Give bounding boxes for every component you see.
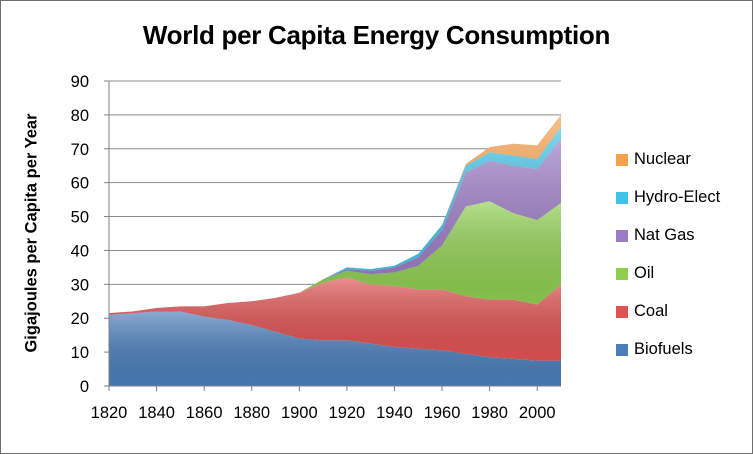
y-tick-label: 70 <box>71 141 89 159</box>
x-tick-label: 1860 <box>186 404 223 422</box>
legend-label-coal: Coal <box>634 302 668 320</box>
y-tick-label: 30 <box>71 276 89 294</box>
legend-swatch-biofuels <box>616 344 628 356</box>
legend-label-oil: Oil <box>634 264 655 282</box>
legend-swatch-oil <box>616 268 628 280</box>
y-tick-label: 60 <box>71 175 89 193</box>
x-tick-label: 1900 <box>281 404 318 422</box>
y-tick-label: 0 <box>80 378 89 396</box>
area-shading-biofuels <box>109 311 561 386</box>
legend-label-nuclear: Nuclear <box>634 150 691 168</box>
legend-label-hydro-elect: Hydro-Elect <box>634 188 721 206</box>
y-tick-label: 90 <box>71 73 89 91</box>
area-shading-oil <box>109 201 561 314</box>
area-shading-coal <box>109 277 561 361</box>
x-tick-label: 1920 <box>329 404 366 422</box>
legend-swatch-nuclear <box>616 154 628 166</box>
x-tick-label: 1980 <box>471 404 508 422</box>
x-tick-label: 1880 <box>233 404 270 422</box>
y-tick-label: 80 <box>71 107 89 125</box>
x-tick-label: 1960 <box>424 404 461 422</box>
y-tick-label: 40 <box>71 242 89 260</box>
y-tick-label: 20 <box>71 310 89 328</box>
legend-label-biofuels: Biofuels <box>634 340 693 358</box>
x-tick-label: 1840 <box>138 404 175 422</box>
chart-title: World per Capita Energy Consumption <box>142 20 611 50</box>
x-tick-label: 1820 <box>91 404 128 422</box>
y-tick-label: 50 <box>71 209 89 227</box>
legend-swatch-nat-gas <box>616 230 628 242</box>
x-tick-label: 2000 <box>519 404 556 422</box>
x-tick-label: 1940 <box>376 404 413 422</box>
y-tick-label: 10 <box>71 344 89 362</box>
legend-swatch-coal <box>616 306 628 318</box>
legend-label-nat-gas: Nat Gas <box>634 226 695 244</box>
legend-swatch-hydro-elect <box>616 192 628 204</box>
